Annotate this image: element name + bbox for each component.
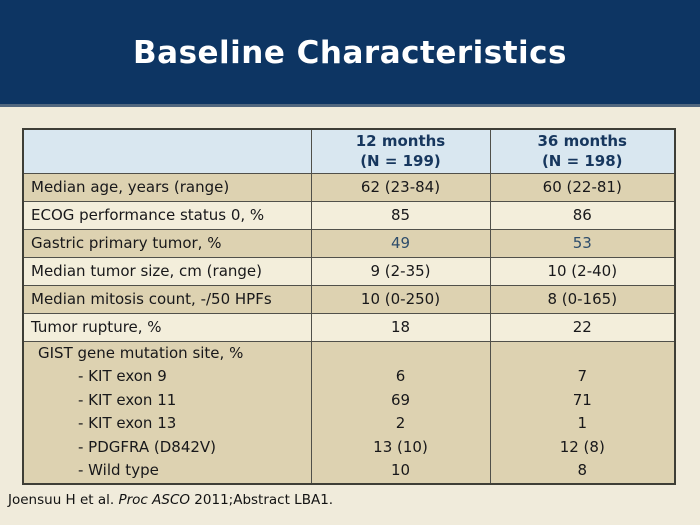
row-label-gastric: Gastric primary tumor, % xyxy=(22,228,312,258)
spacer-line xyxy=(491,342,675,366)
header-36-months-line2: (N = 198) xyxy=(541,152,623,171)
title-banner: Baseline Characteristics xyxy=(0,0,700,107)
kit-exon11-36m: 71 xyxy=(572,390,592,409)
rupture-12m: 18 xyxy=(310,312,491,342)
table-row: Median mitosis count, -/50 HPFs 10 (0-25… xyxy=(22,284,676,314)
wild-type-36m: 8 xyxy=(577,461,588,480)
slide-title: Baseline Characteristics xyxy=(133,35,567,71)
kit-exon13-36m: 1 xyxy=(577,414,588,433)
row-label-mitosis: Median mitosis count, -/50 HPFs xyxy=(22,284,312,314)
header-12-months-line2: (N = 199) xyxy=(360,152,441,171)
gist-item-kit-exon9: - KIT exon 9 xyxy=(78,367,167,386)
header-36-months: 36 months (N = 198) xyxy=(489,128,676,174)
gist-item-kit-exon13: - KIT exon 13 xyxy=(78,414,177,433)
kit-exon11-12m: 69 xyxy=(390,390,411,409)
gist-values-12m: 6 69 2 13 (10) 10 xyxy=(310,340,491,485)
kit-exon13-12m: 2 xyxy=(395,414,406,433)
row-label-tumor-size: Median tumor size, cm (range) xyxy=(22,256,312,286)
table-row: ECOG performance status 0, % 85 86 xyxy=(22,200,676,230)
table-row-gist: GIST gene mutation site, % - KIT exon 9 … xyxy=(22,340,676,485)
mitosis-12m: 10 (0-250) xyxy=(310,284,491,314)
gist-item-wild-type: - Wild type xyxy=(78,461,159,480)
row-label-median-age: Median age, years (range) xyxy=(22,172,312,202)
table-row: Gastric primary tumor, % 49 53 xyxy=(22,228,676,258)
median-age-36m: 60 (22-81) xyxy=(489,172,676,202)
gist-item-kit-exon11: - KIT exon 11 xyxy=(78,390,177,409)
rupture-36m: 22 xyxy=(489,312,676,342)
table-header-row: 12 months (N = 199) 36 months (N = 198) xyxy=(22,128,676,174)
citation-prefix: Joensuu H et al. xyxy=(8,492,119,508)
header-empty-cell xyxy=(22,128,312,174)
gist-values-36m: 7 71 1 12 (8) 8 xyxy=(489,340,676,485)
wild-type-12m: 10 xyxy=(390,461,411,480)
header-12-months: 12 months (N = 199) xyxy=(310,128,491,174)
row-label-ecog: ECOG performance status 0, % xyxy=(22,200,312,230)
pdgfra-36m: 12 (8) xyxy=(559,437,605,456)
table-row: Median age, years (range) 62 (23-84) 60 … xyxy=(22,172,676,202)
spacer-line xyxy=(312,342,490,366)
median-age-12m: 62 (23-84) xyxy=(310,172,491,202)
mitosis-36m: 8 (0-165) xyxy=(489,284,676,314)
tumor-size-36m: 10 (2-40) xyxy=(489,256,676,286)
table-row: Median tumor size, cm (range) 9 (2-35) 1… xyxy=(22,256,676,286)
citation-footer: Joensuu H et al. Proc ASCO 2011;Abstract… xyxy=(8,492,333,508)
header-12-months-line1: 12 months xyxy=(355,132,446,151)
kit-exon9-12m: 6 xyxy=(395,367,406,386)
baseline-characteristics-table: 12 months (N = 199) 36 months (N = 198) … xyxy=(22,128,676,486)
table-row: Tumor rupture, % 18 22 xyxy=(22,312,676,342)
gastric-12m: 49 xyxy=(310,228,491,258)
ecog-36m: 86 xyxy=(489,200,676,230)
gastric-36m: 53 xyxy=(489,228,676,258)
tumor-size-12m: 9 (2-35) xyxy=(310,256,491,286)
gist-item-pdgfra: - PDGFRA (D842V) xyxy=(78,437,217,456)
ecog-12m: 85 xyxy=(310,200,491,230)
gist-label-cell: GIST gene mutation site, % - KIT exon 9 … xyxy=(22,340,312,485)
pdgfra-12m: 13 (10) xyxy=(373,437,428,456)
row-label-rupture: Tumor rupture, % xyxy=(22,312,312,342)
kit-exon9-36m: 7 xyxy=(577,367,588,386)
gist-section-label: GIST gene mutation site, % xyxy=(38,343,244,362)
header-36-months-line1: 36 months xyxy=(537,132,628,151)
citation-journal: Proc ASCO xyxy=(118,492,191,508)
citation-suffix: 2011;Abstract LBA1. xyxy=(190,492,334,508)
